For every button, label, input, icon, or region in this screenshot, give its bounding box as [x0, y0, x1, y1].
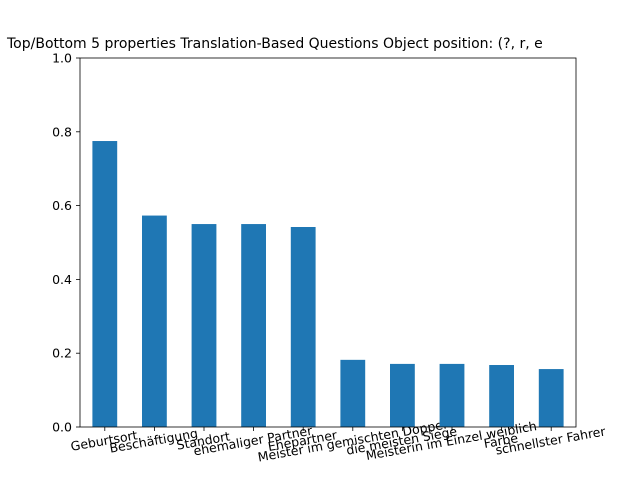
bar: [538, 369, 564, 427]
y-tick-label: 0.2: [52, 346, 72, 361]
y-tick-label: 0.6: [52, 198, 72, 213]
y-tick-label: 0.8: [52, 124, 72, 139]
chart-title: Top/Bottom 5 properties Translation-Base…: [6, 36, 543, 52]
bar: [439, 363, 465, 427]
bar: [142, 215, 167, 427]
bar: [340, 359, 366, 427]
bar: [290, 227, 316, 427]
bar: [489, 365, 514, 427]
plot-frame: [79, 57, 577, 428]
y-tick-label: 0.0: [52, 420, 72, 435]
x-tick-label: Farbe: [483, 430, 520, 451]
bar: [92, 141, 118, 427]
y-tick-label: 0.4: [52, 272, 72, 287]
y-tick-label: 1.0: [52, 51, 72, 66]
bar: [390, 363, 415, 427]
bar: [191, 224, 217, 427]
bar: [241, 224, 266, 427]
